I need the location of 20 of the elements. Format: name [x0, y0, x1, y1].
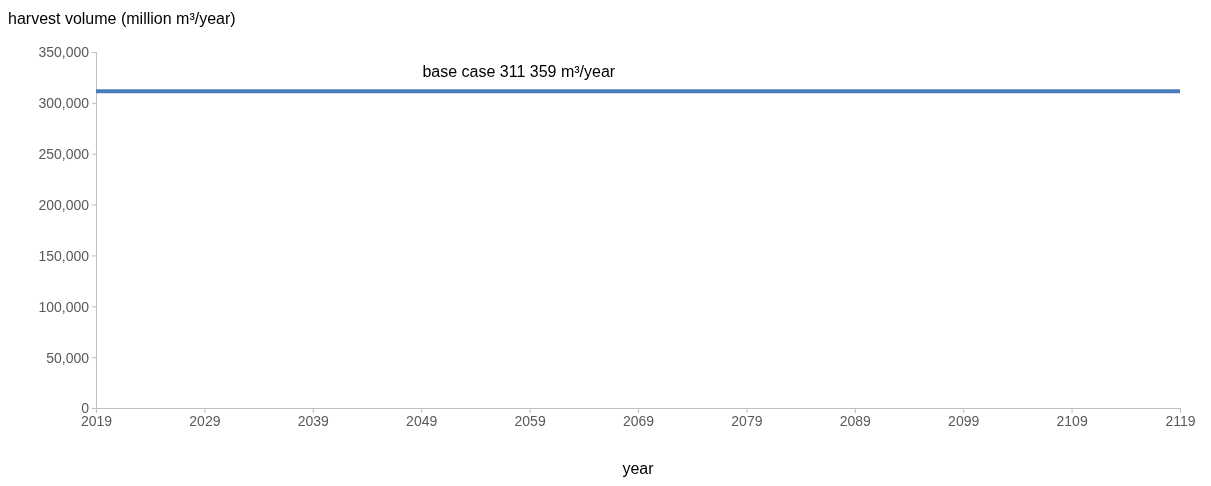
- y-tick-label: 200,000: [38, 196, 90, 213]
- x-tick-label: 2049: [406, 412, 438, 429]
- x-axis-title: year: [622, 460, 655, 477]
- x-tick-label: 2079: [731, 412, 763, 429]
- annotation: base case 311 359 m³/year: [422, 63, 616, 81]
- x-tick-label: 2109: [1056, 412, 1088, 429]
- x-tick-label: 2089: [839, 412, 872, 429]
- x-tick-label: 2029: [189, 412, 221, 429]
- x-tick-label: 2039: [297, 412, 330, 429]
- y-tick-label: 150,000: [38, 247, 90, 264]
- y-tick-label: 350,000: [38, 44, 90, 61]
- x-tick-label: 2119: [1165, 412, 1196, 429]
- y-tick-label: 300,000: [38, 95, 90, 112]
- y-tick-label: 100,000: [38, 298, 90, 315]
- x-tick-label: 2059: [514, 412, 546, 429]
- y-tick-label: 250,000: [38, 146, 90, 163]
- x-tick-label: 2099: [948, 412, 980, 429]
- y-axis-title: harvest volume (million m³/year): [8, 10, 236, 27]
- x-tick-label: 2069: [622, 412, 655, 429]
- y-tick-label: 50,000: [46, 349, 90, 366]
